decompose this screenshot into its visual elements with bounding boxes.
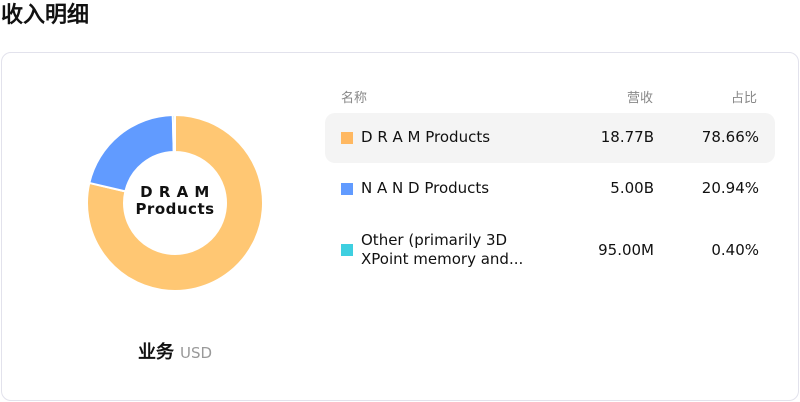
donut-slice-1[interactable] <box>88 114 175 193</box>
table-row[interactable]: D R A M Products 18.77B 78.66% <box>325 113 775 163</box>
donut-slice-2[interactable] <box>171 113 176 154</box>
row-share: 20.94% <box>701 179 759 197</box>
donut-center-label: D R A M Products <box>135 183 215 218</box>
caption-unit: USD <box>179 344 213 362</box>
table-row[interactable]: Other (primarily 3D XPoint memory and...… <box>325 225 775 275</box>
header-name: 名称 <box>341 91 368 106</box>
header-share: 占比 <box>731 91 758 106</box>
row-share: 0.40% <box>711 241 759 259</box>
row-revenue: 5.00B <box>610 179 654 197</box>
header-revenue: 营收 <box>627 91 654 106</box>
row-name: D R A M Products <box>361 128 491 146</box>
row-revenue: 95.00M <box>598 241 654 259</box>
table-row[interactable]: N A N D Products 5.00B 20.94% <box>325 164 775 214</box>
caption-label: 业务 <box>137 342 174 363</box>
row-revenue: 18.77B <box>600 128 654 146</box>
row-name: N A N D Products <box>361 179 490 197</box>
page-title: 收入明细 <box>1 3 90 28</box>
revenue-card <box>1 52 799 401</box>
legend-swatch <box>341 183 353 195</box>
legend-swatch <box>341 244 353 256</box>
legend-swatch <box>341 132 353 144</box>
donut-chart <box>86 113 264 292</box>
chart-caption: 业务 USD <box>0 338 350 364</box>
row-name: Other (primarily 3D XPoint memory and... <box>361 231 524 268</box>
donut-slice-0[interactable] <box>86 113 264 292</box>
row-share: 78.66% <box>701 128 759 146</box>
